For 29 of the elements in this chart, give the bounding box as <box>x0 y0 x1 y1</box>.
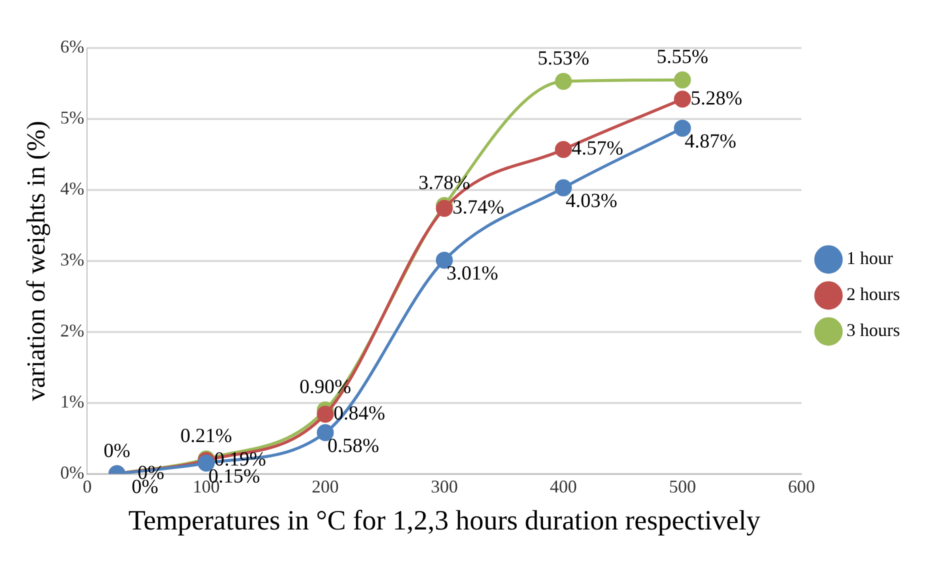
data-label: 3.01% <box>446 262 498 284</box>
data-label: 5.55% <box>656 46 708 68</box>
data-label: 4.87% <box>684 130 736 152</box>
y-tick-label: 6% <box>60 36 84 57</box>
y-tick-label: 0% <box>60 462 84 483</box>
y-tick-label: 3% <box>60 250 84 270</box>
x-tick-label: 400 <box>550 476 577 496</box>
data-label: 4.57% <box>572 138 624 160</box>
x-tick-label: 200 <box>312 476 339 496</box>
x-tick-label: 300 <box>430 476 458 496</box>
data-label: 5.28% <box>690 87 742 110</box>
data-label: 3.74% <box>452 196 504 219</box>
y-tick-label: 1% <box>60 392 84 412</box>
x-axis-title: Temperatures in °C for 1,2,3 hours duration respectively <box>128 506 760 537</box>
data-label: 0.58% <box>327 434 380 457</box>
data-label: 0% <box>104 440 130 462</box>
y-tick-label: 5% <box>60 108 84 128</box>
x-tick-label: 600 <box>788 476 815 496</box>
x-tick-label: 500 <box>668 476 696 496</box>
y-tick-label: 4% <box>60 178 84 199</box>
x-tick-label: 0 <box>82 476 92 496</box>
y-tick-label: 2% <box>60 320 84 341</box>
legend-label: 1 hour <box>846 248 893 268</box>
data-label: 0.21% <box>180 425 232 448</box>
legend-label: 3 hours <box>846 320 900 340</box>
data-label: 5.53% <box>538 48 590 70</box>
data-label: 4.03% <box>566 190 618 212</box>
y-axis-title: variation of weights in (%) <box>21 120 50 401</box>
legend-label: 2 hours <box>846 284 900 304</box>
